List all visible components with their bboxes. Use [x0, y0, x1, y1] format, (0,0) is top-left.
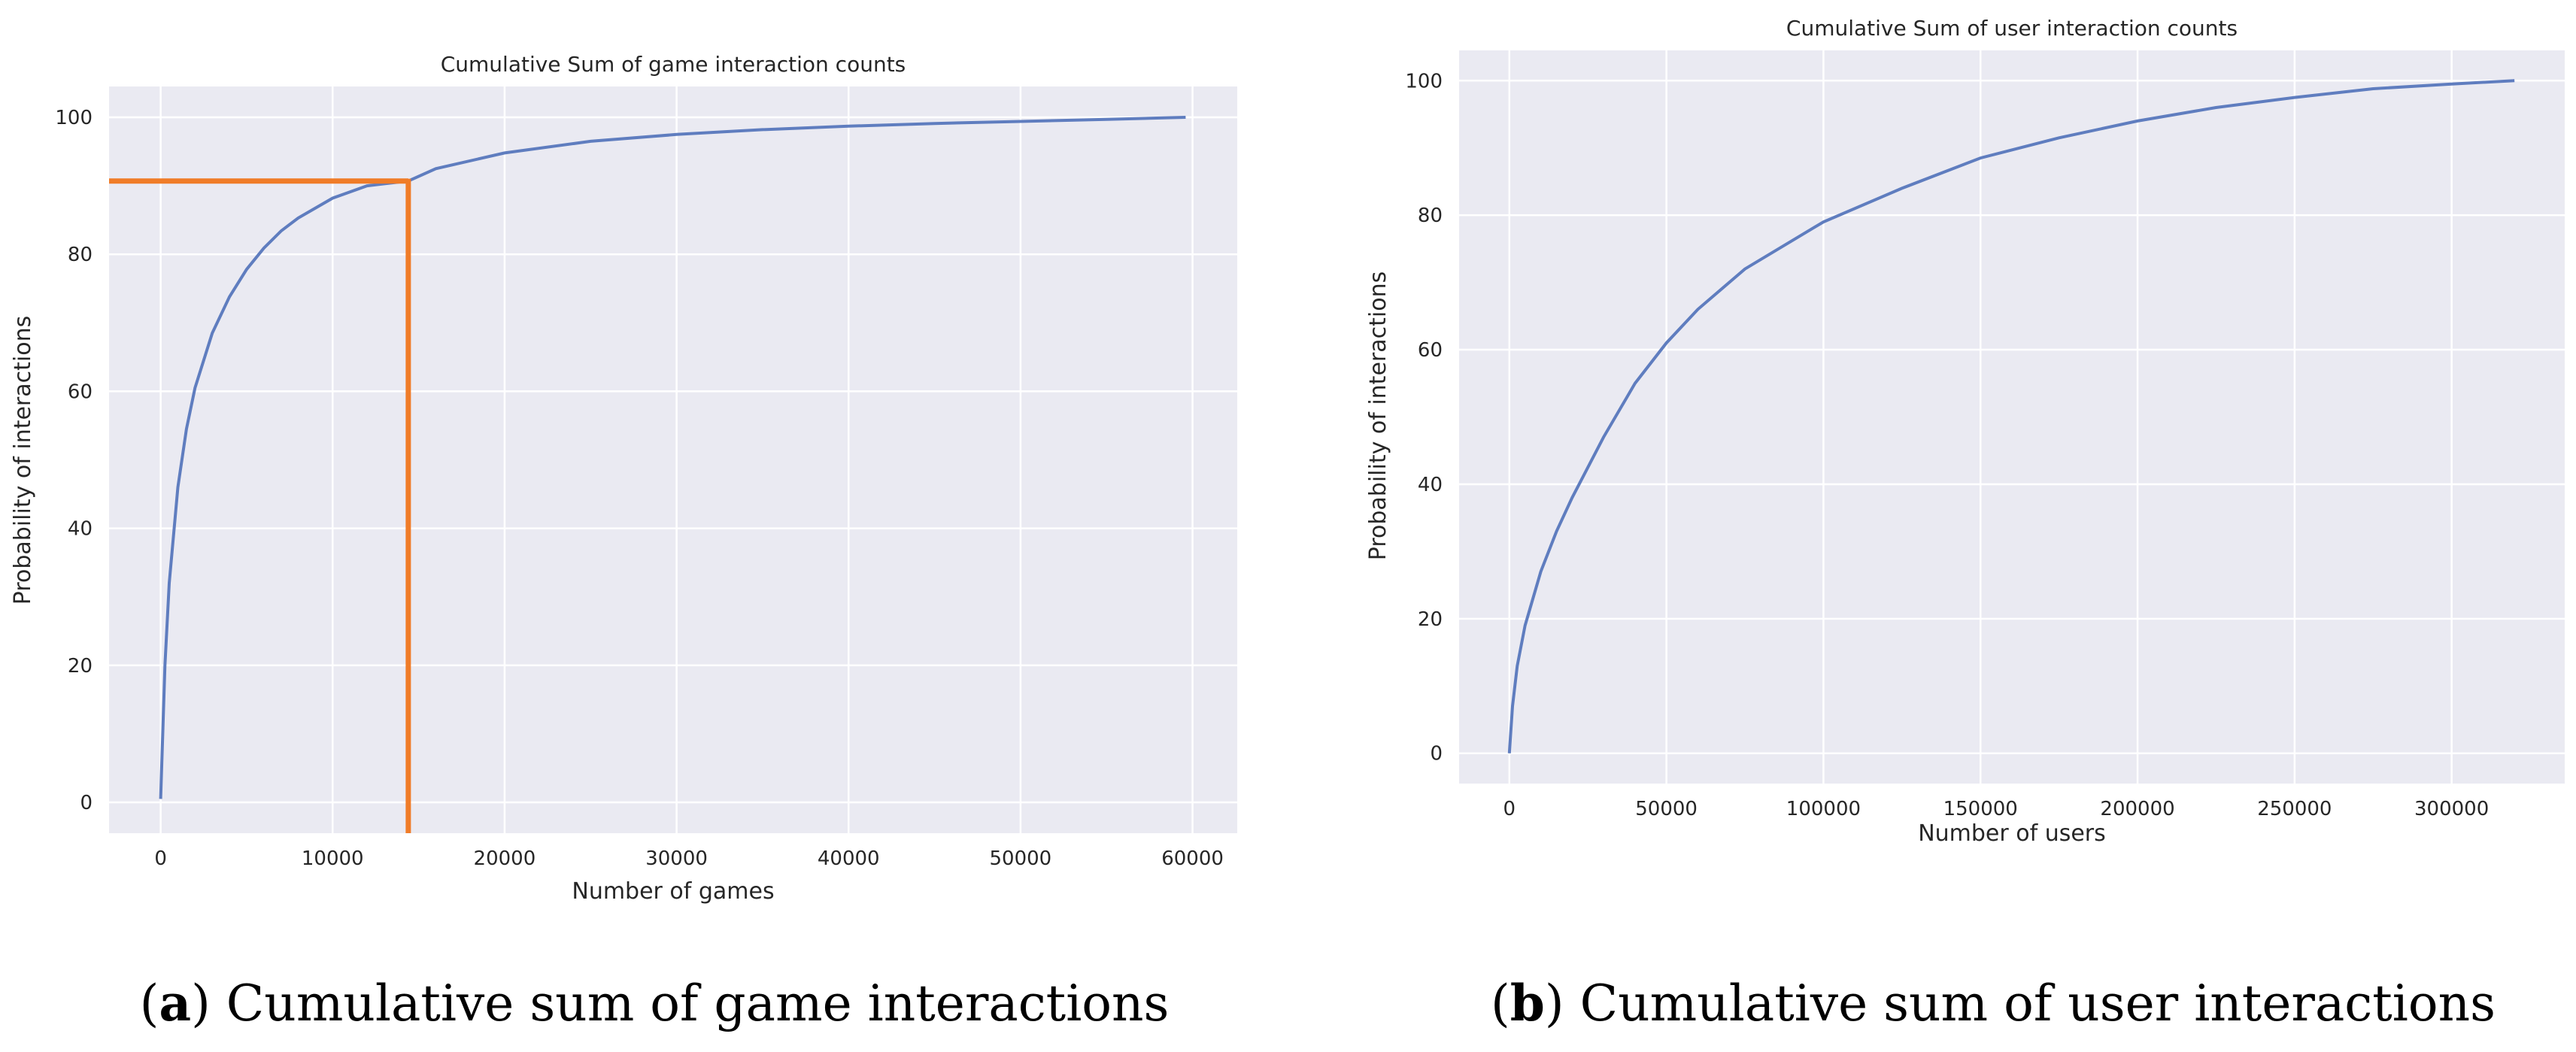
caption-b-letter: b: [1510, 974, 1545, 1032]
chart-b-xtick-label: 50000: [1635, 798, 1698, 820]
chart-a-ytick-label: 60: [68, 380, 93, 403]
chart-a: 0 10000 20000 30000 40000 50000 60000 0 20 40 60 8…: [10, 52, 1237, 905]
chart-b-xtick-label: 150000: [1943, 798, 2018, 820]
caption-b: (b) Cumulative sum of user interactions: [1491, 974, 2496, 1032]
chart-a-ytick-label: 0: [80, 792, 93, 814]
chart-b-ytick-label: 0: [1430, 743, 1443, 766]
chart-b-series-line: [1507, 79, 2515, 753]
chart-b-ytick-label: 60: [1418, 339, 1443, 362]
chart-a-plot-area: [109, 86, 1237, 833]
chart-a-title: Cumulative Sum of game interaction count…: [441, 52, 906, 77]
chart-a-xtick-label: 10000: [302, 847, 364, 870]
chart-b-plot-area: [1459, 50, 2565, 784]
chart-a-xtick-label: 30000: [645, 847, 708, 870]
chart-a-xtick-label: 20000: [474, 847, 536, 870]
chart-b-xtick-label: 200000: [2100, 798, 2174, 820]
chart-b-xtick-label: 0: [1503, 798, 1516, 820]
caption-a-letter: a: [159, 974, 191, 1032]
chart-a-xtick-label: 40000: [818, 847, 880, 870]
chart-a-ytick-label: 20: [68, 655, 93, 678]
chart-a-xlabel: Number of games: [572, 878, 774, 905]
chart-b-ylabel: Probability of interactions: [1365, 271, 1391, 560]
chart-b-xlabel: Number of users: [1918, 820, 2106, 847]
chart-b-xtick-label: 250000: [2257, 798, 2332, 820]
chart-a-series-line: [159, 116, 1186, 799]
chart-a-ytick-label: 40: [68, 518, 93, 541]
chart-b-ytick-label: 40: [1418, 474, 1443, 496]
chart-a-ytick-label: 80: [68, 244, 93, 266]
chart-a-ytick-label: 100: [55, 107, 93, 129]
chart-a-xtick-label: 0: [154, 847, 167, 870]
caption-a-text: Cumulative sum of game interactions: [211, 975, 1170, 1032]
caption-b-text: Cumulative sum of user interactions: [1564, 975, 2496, 1032]
chart-b-xtick-label: 100000: [1786, 798, 1861, 820]
chart-a-xtick-label: 60000: [1161, 847, 1224, 870]
chart-a-xtick-label: 50000: [990, 847, 1052, 870]
chart-a-ylabel: Probability of interactions: [10, 316, 36, 605]
chart-b-title: Cumulative Sum of user interaction count…: [1786, 16, 2238, 41]
caption-a: (a) Cumulative sum of game interactions: [140, 974, 1170, 1032]
chart-b: 0 50000 100000 150000 200000 250000 300000 0 20…: [1365, 16, 2565, 847]
chart-b-ytick-label: 20: [1418, 608, 1443, 631]
chart-b-xtick-label: 300000: [2414, 798, 2489, 820]
chart-b-ytick-label: 80: [1418, 205, 1443, 227]
chart-b-ytick-label: 100: [1405, 70, 1443, 92]
